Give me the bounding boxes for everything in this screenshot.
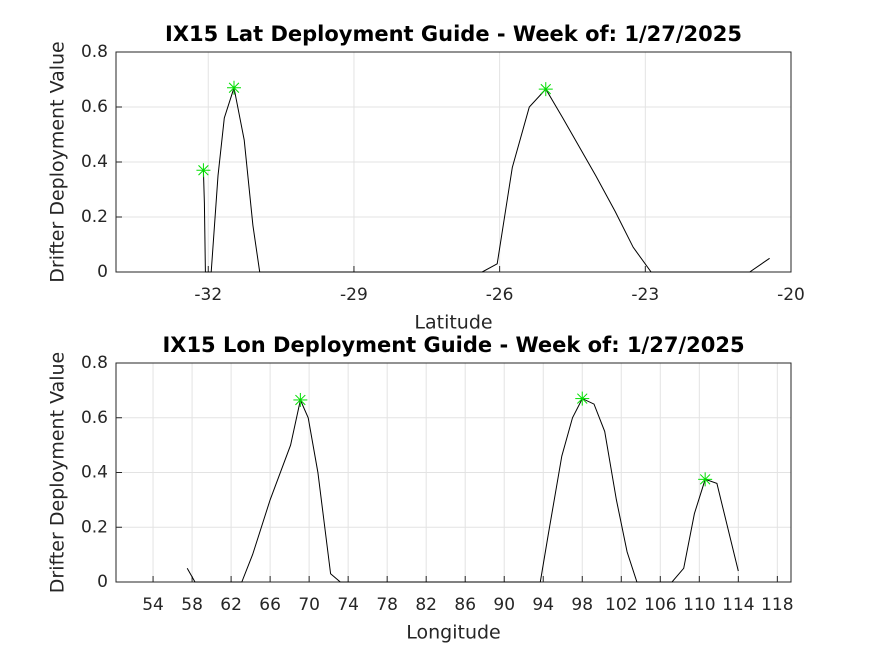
marker-stroke	[228, 82, 240, 94]
y-tick-label: 0.6	[81, 97, 108, 117]
marker	[538, 82, 553, 97]
y-tick-label: 0.6	[81, 408, 108, 428]
x-tick-label: 106	[644, 595, 676, 615]
chart-title: IX15 Lon Deployment Guide - Week of: 1/2…	[162, 333, 744, 357]
y-axis-label: Drifter Deployment Value	[47, 41, 69, 283]
x-tick-label: -20	[777, 285, 805, 305]
x-tick-label: 54	[142, 595, 164, 615]
x-tick-label: -26	[486, 285, 514, 305]
x-tick-label: -23	[631, 285, 659, 305]
x-tick-label: 62	[220, 595, 242, 615]
marker	[227, 80, 242, 95]
marker-stroke	[198, 164, 209, 176]
x-tick-label: 102	[605, 595, 637, 615]
x-tick-label: 114	[722, 595, 754, 615]
marker	[196, 163, 211, 178]
x-tick-label: 98	[571, 595, 593, 615]
x-tick-label: 90	[493, 595, 515, 615]
y-axis-label: Drifter Deployment Value	[47, 352, 69, 594]
y-tick-label: 0.8	[81, 42, 108, 62]
x-tick-label: -32	[194, 285, 222, 305]
x-axis-label: Longitude	[406, 622, 501, 644]
marker-stroke	[699, 474, 711, 485]
x-tick-label: 58	[181, 595, 203, 615]
chart-title: IX15 Lat Deployment Guide - Week of: 1/2…	[165, 22, 742, 46]
x-tick-label: 118	[761, 595, 793, 615]
x-tick-label: 86	[454, 595, 476, 615]
marker	[293, 392, 308, 407]
y-tick-label: 0	[97, 262, 108, 282]
x-tick-label: -29	[340, 285, 368, 305]
x-tick-label: 70	[298, 595, 320, 615]
marker-stroke	[295, 394, 306, 406]
marker-stroke	[577, 393, 588, 404]
x-tick-label: 82	[415, 595, 437, 615]
x-tick-label: 94	[532, 595, 554, 615]
y-tick-label: 0.2	[81, 207, 108, 227]
x-tick-label: 74	[337, 595, 359, 615]
y-tick-label: 0.4	[81, 463, 108, 483]
data-line	[202, 87, 770, 273]
y-tick-label: 0	[97, 572, 108, 592]
marker	[575, 391, 590, 406]
x-axis-label: Latitude	[414, 312, 492, 334]
data-line	[186, 397, 739, 583]
y-tick-label: 0.8	[81, 353, 108, 373]
marker-stroke	[540, 83, 552, 95]
x-tick-label: 110	[683, 595, 715, 615]
x-tick-label: 66	[259, 595, 281, 615]
marker	[698, 472, 713, 487]
x-tick-label: 78	[376, 595, 398, 615]
y-tick-label: 0.4	[81, 152, 108, 172]
y-tick-label: 0.2	[81, 517, 108, 537]
